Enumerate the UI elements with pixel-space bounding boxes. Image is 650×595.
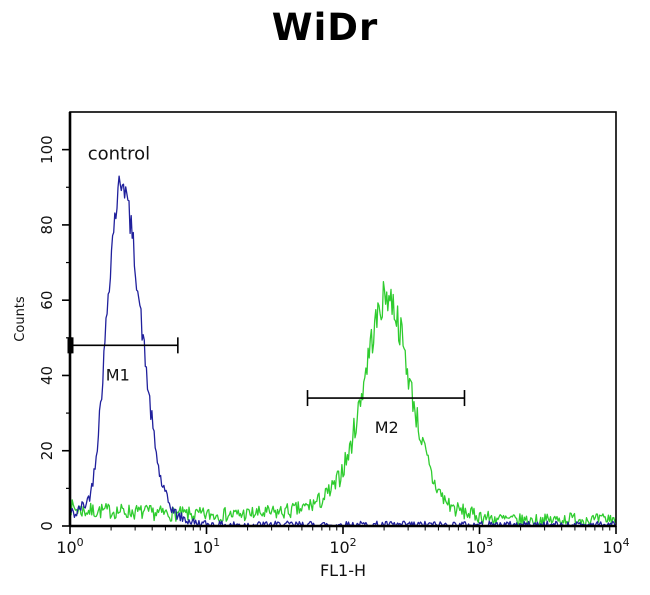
x-tick-label: 101 [193, 536, 220, 557]
y-tick-label: 40 [38, 366, 56, 385]
x-tick-label: 104 [602, 536, 629, 557]
y-tick-label: 100 [38, 135, 56, 164]
control-series-line [70, 175, 616, 526]
x-axis-label: FL1-H [320, 561, 366, 580]
y-tick-label: 60 [38, 291, 56, 310]
y-axis-label: Counts [13, 296, 28, 342]
control-label: control [88, 143, 150, 164]
x-tick-label: 100 [56, 536, 83, 557]
m2-gate-label: M2 [375, 418, 399, 437]
x-tick-label: 102 [329, 536, 356, 557]
antibody-series-line [70, 280, 616, 526]
marker-m2: M2 [306, 390, 466, 437]
chart-title: WiDr [271, 6, 379, 49]
x-tick-label: 103 [466, 536, 493, 557]
marker-m1: M1 [67, 337, 179, 384]
y-tick-label: 20 [38, 441, 56, 460]
plot-frame [69, 111, 617, 527]
y-tick-label: 0 [38, 521, 56, 531]
y-tick-label: 80 [38, 215, 56, 234]
m1-gate-label: M1 [106, 365, 130, 384]
